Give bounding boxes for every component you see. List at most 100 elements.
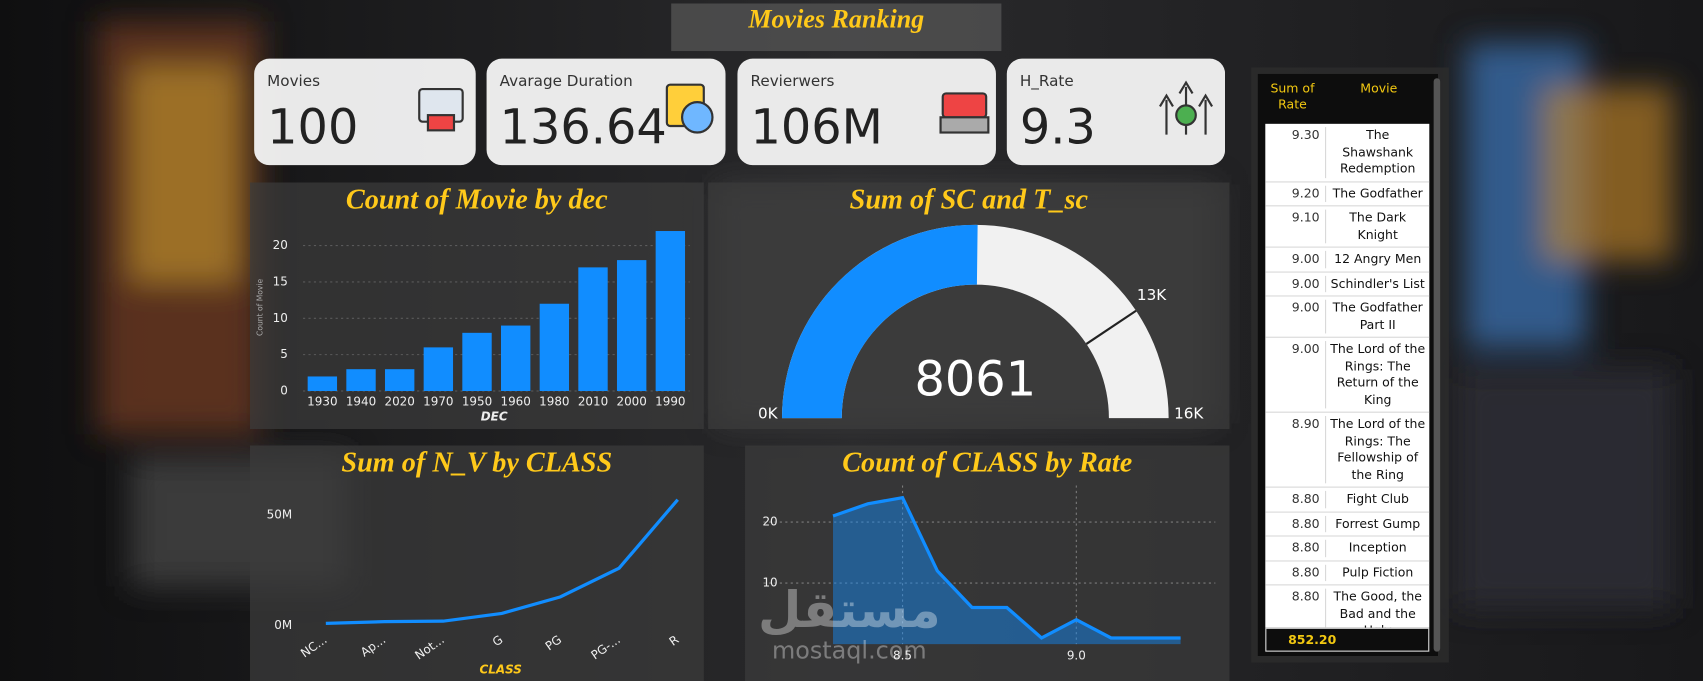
table-row: 8.80 Pulp Fiction	[1265, 561, 1430, 586]
panel	[745, 445, 1230, 681]
card-value: 100	[267, 100, 358, 155]
card-value: 136.64	[500, 100, 667, 155]
title-bar	[671, 3, 1002, 52]
bar	[462, 332, 492, 392]
rate-cell: 8.90	[1265, 415, 1327, 484]
area-line	[832, 495, 1181, 640]
card	[254, 58, 476, 166]
y-tick-label: 0M	[274, 618, 292, 632]
table-header: Sum of Rate Movie	[1258, 74, 1438, 124]
gauge-max-label: 16K	[1174, 404, 1204, 422]
x-tick-label: 8.5	[893, 649, 912, 663]
rate-cell: 9.20	[1265, 185, 1327, 203]
y-tick-label: 20	[273, 238, 288, 252]
bar	[500, 325, 531, 392]
rate-cell: 9.00	[1265, 275, 1327, 293]
x-tick-label: 1930	[307, 394, 337, 408]
table-total: 852.20	[1265, 627, 1430, 652]
movie-cell: Schindler's List	[1330, 275, 1425, 291]
scrollbar[interactable]	[1433, 78, 1441, 652]
y-tick-label: 5	[280, 347, 288, 361]
card-value: 9.3	[1020, 100, 1096, 155]
header-cell: Movie	[1360, 80, 1398, 96]
rate-cell: 8.80	[1265, 515, 1327, 533]
x-tick-label: 9.0	[1067, 649, 1086, 663]
rate-cell: 9.00	[1265, 341, 1327, 409]
gauge-value-label: 8061	[915, 352, 1037, 407]
table-row: 8.90 The Lord of the Rings: The Fellowshi…	[1265, 413, 1430, 488]
bar	[423, 347, 454, 392]
bar	[307, 376, 338, 392]
x-tick-label: 2010	[578, 394, 608, 408]
watermark-latin: mostaql.com	[772, 637, 927, 665]
chart-title: Sum of SC and T_sc	[850, 185, 1089, 216]
rate-cell: 9.30	[1265, 127, 1327, 178]
watermark-arabic: مستقل	[758, 581, 941, 639]
bar	[539, 303, 570, 392]
bar	[655, 231, 686, 392]
rate-cell: 8.80	[1265, 539, 1327, 557]
bar	[616, 260, 647, 392]
panel	[249, 445, 704, 681]
chart-title: Count of CLASS by Rate	[842, 447, 1132, 478]
y-tick-label: 10	[273, 311, 288, 325]
table-row: 9.00 Schindler's List	[1265, 272, 1430, 297]
card-value: 106M	[750, 100, 882, 155]
movie-cell: The Godfather	[1332, 185, 1423, 201]
line	[325, 498, 679, 626]
chart-title: Count of Movie by dec	[346, 185, 608, 216]
x-tick-label: 2000	[616, 394, 646, 408]
table-row: 9.10 The Dark Knight	[1265, 206, 1430, 248]
bar	[384, 369, 415, 392]
table-row: 9.20 The Godfather	[1265, 182, 1430, 207]
card-label: Movies	[267, 72, 320, 90]
x-tick-label: 1990	[655, 394, 685, 408]
table-container: Sum of Rate Movie 9.30 The Shawshank Redemp…	[1257, 73, 1438, 657]
gauge-value	[781, 224, 978, 419]
y-tick-label: 10	[762, 576, 777, 590]
table-row: 9.00 The Lord of the Rings: The Return of…	[1265, 338, 1430, 413]
rate-cell: 8.80	[1265, 564, 1327, 582]
movie-cell: Pulp Fiction	[1342, 564, 1414, 580]
table-row: 8.80 Inception	[1265, 537, 1430, 561]
movie-cell: Fight Club	[1346, 490, 1409, 507]
x-tick-label: 2020	[384, 394, 414, 408]
x-tick-label: 1980	[539, 394, 569, 408]
movie-cell: Forrest Gump	[1335, 515, 1421, 531]
page-title: Movies Ranking	[747, 5, 924, 34]
table-row: 9.30 The Shawshank Redemption	[1265, 124, 1430, 182]
card	[737, 58, 996, 166]
card	[1006, 58, 1226, 166]
table-row: 8.80 Forrest Gump	[1265, 512, 1430, 537]
card-label: Avarage Duration	[500, 72, 633, 90]
header-cell: Sum of Rate	[1270, 80, 1315, 112]
x-axis-label: CLASS	[479, 663, 521, 677]
movie-cell: The Lord of the Rings: The Fellowship of…	[1330, 415, 1426, 482]
movie-cell: The Good, the Bad and the Ugly	[1333, 588, 1422, 628]
y-tick-label: 50M	[267, 508, 293, 522]
movie-cell: 12 Angry Men	[1334, 250, 1422, 267]
gauge-target-label: 13K	[1137, 286, 1167, 304]
movie-cell: The Shawshank Redemption	[1339, 127, 1416, 176]
movie-cell: Inception	[1348, 539, 1407, 556]
x-tick-label: 1950	[462, 394, 492, 408]
rate-cell: 8.80	[1265, 490, 1327, 508]
table-row: 9.00 The Godfather Part II	[1265, 297, 1430, 338]
table: Sum of Rate Movie 9.30 The Shawshank Redemp…	[1257, 73, 1438, 657]
rate-cell: 8.80	[1265, 588, 1327, 628]
card-label: H_Rate	[1020, 72, 1074, 91]
x-tick-label: 1970	[423, 394, 453, 408]
y-tick-label: 15	[273, 274, 288, 288]
cards: Movies 100 Avarage Duration 136.64 Revierwer…	[254, 58, 1226, 166]
movie-cell: The Godfather Part II	[1332, 299, 1423, 332]
bar	[578, 267, 608, 392]
table-row: 8.80 Fight Club	[1265, 488, 1430, 513]
chart-title: Sum of N_V by CLASS	[341, 447, 612, 478]
rate-cell: 9.00	[1265, 299, 1327, 334]
movie-cell: The Dark Knight	[1349, 209, 1407, 242]
x-tick-label: 1960	[500, 394, 530, 408]
